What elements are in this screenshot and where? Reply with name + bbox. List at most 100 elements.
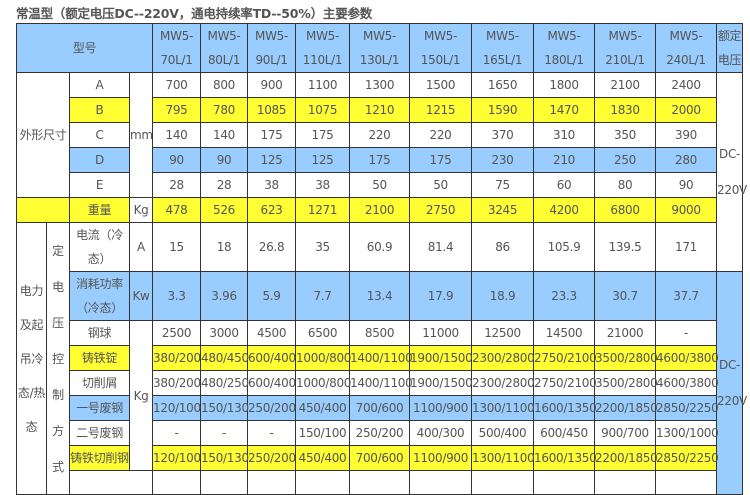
model-header: MW5-90L/1 xyxy=(247,23,297,73)
value-cell: 3000 xyxy=(200,320,249,346)
value-cell: 140 xyxy=(200,122,249,148)
value-cell: 38 xyxy=(295,172,351,198)
value-cell: 150/100 xyxy=(295,420,351,446)
value-cell: 1300/1000 xyxy=(655,420,719,446)
empty-cell xyxy=(349,470,411,495)
value-cell: - xyxy=(152,420,202,446)
empty-cell xyxy=(68,470,154,495)
value-cell: 75 xyxy=(471,172,535,198)
value-cell: - xyxy=(200,420,249,446)
value-cell: 2300/2800 xyxy=(471,345,535,371)
value-cell: 600/400 xyxy=(247,345,296,371)
value-cell: 8500 xyxy=(349,320,411,346)
value-cell: 30.7 xyxy=(594,271,657,321)
value-cell: 140 xyxy=(152,122,202,148)
value-cell: 250/200 xyxy=(247,445,296,471)
value-cell: 280 xyxy=(655,147,718,173)
value-cell: 139.5 xyxy=(594,222,657,272)
lift-capacity-row: 切削屑 380/200 480/250 600/400 1000/800 1400/110… xyxy=(17,370,743,396)
lift-material-label: 钢球 xyxy=(69,320,130,346)
lift-material-label: 铸铁切削钢 xyxy=(69,445,130,471)
dimension-unit: mm xyxy=(128,72,153,198)
value-cell: 3500/2800 xyxy=(594,370,658,396)
value-cell: 21000 xyxy=(594,320,657,346)
dimension-label: E xyxy=(69,172,130,198)
model-header: MW5-180L/1 xyxy=(533,23,596,73)
value-cell: 1600/1350 xyxy=(533,395,597,421)
value-cell: 2500 xyxy=(152,320,202,346)
value-cell: 2400 xyxy=(655,72,718,98)
value-cell: 60 xyxy=(533,172,596,198)
value-cell: 450/400 xyxy=(295,395,351,421)
dimension-row: C 140 140 175 175 220 220 370 310 350 390 xyxy=(17,122,743,148)
value-cell: 11000 xyxy=(409,320,473,346)
value-cell: 4600/3800 xyxy=(655,345,719,371)
value-cell: 86 xyxy=(471,222,535,272)
model-header: MW5-130L/1 xyxy=(349,23,411,73)
empty-cell xyxy=(295,470,351,495)
value-cell: 1400/1100 xyxy=(349,370,413,396)
value-cell: 480/250 xyxy=(200,370,249,396)
model-header: MW5-240L/1 xyxy=(655,23,718,73)
dimension-label: B xyxy=(69,97,130,123)
empty-cell xyxy=(152,470,202,495)
empty-cell xyxy=(409,470,473,495)
value-cell: 1830 xyxy=(594,97,657,123)
value-cell: 2100 xyxy=(594,72,657,98)
value-cell: 1500 xyxy=(409,72,473,98)
value-cell: 2300/2800 xyxy=(471,370,535,396)
value-cell: 28 xyxy=(152,172,202,198)
value-cell: 28 xyxy=(200,172,249,198)
model-header: MW5-210L/1 xyxy=(594,23,657,73)
value-cell: 175 xyxy=(295,122,351,148)
current-label: 电流（冷态） xyxy=(69,222,130,272)
value-cell: 1085 xyxy=(247,97,297,123)
empty-cell xyxy=(655,470,718,495)
dimension-label: C xyxy=(69,122,130,148)
value-cell: 105.9 xyxy=(533,222,596,272)
value-cell: 80 xyxy=(594,172,657,198)
value-cell: 1900/1500 xyxy=(409,345,473,371)
value-cell: 2750 xyxy=(409,197,473,223)
value-cell: 230 xyxy=(471,147,535,173)
value-cell: 14500 xyxy=(533,320,596,346)
value-cell: 600/450 xyxy=(533,420,596,446)
value-cell: 120/100 xyxy=(152,445,201,471)
value-cell: 125 xyxy=(247,147,297,173)
value-cell: 900 xyxy=(247,72,297,98)
value-cell: 3.96 xyxy=(200,271,249,321)
value-cell: 350 xyxy=(594,122,657,148)
value-cell: 450/400 xyxy=(295,445,351,471)
lift-material-label: 二号废钢 xyxy=(69,420,130,446)
value-cell: 175 xyxy=(349,147,411,173)
value-cell: 2100 xyxy=(349,197,411,223)
value-cell: 1900/1500 xyxy=(409,370,473,396)
value-cell: 526 xyxy=(200,197,249,223)
value-cell: 3245 xyxy=(471,197,535,223)
value-cell: 9000 xyxy=(655,197,718,223)
value-cell: 6500 xyxy=(295,320,351,346)
lift-material-label: 一号废钢 xyxy=(69,395,130,421)
value-cell: 250/200 xyxy=(349,420,411,446)
empty-cell xyxy=(533,470,596,495)
value-cell: 50 xyxy=(349,172,411,198)
value-cell: 18.9 xyxy=(471,271,535,321)
value-cell: 1210 xyxy=(349,97,411,123)
value-cell: 1400/1100 xyxy=(349,345,413,371)
weight-unit: Kg xyxy=(128,197,154,223)
value-cell: 600/400 xyxy=(247,370,296,396)
value-cell: 2200/1850 xyxy=(594,395,658,421)
value-cell: 7.7 xyxy=(295,271,351,321)
value-cell: 5.9 xyxy=(247,271,297,321)
value-cell: 1000/800 xyxy=(295,345,351,371)
voltage-value: DC-220V xyxy=(716,271,747,495)
model-header: MW5-150L/1 xyxy=(409,23,473,73)
value-cell: 175 xyxy=(409,147,473,173)
value-cell: 90 xyxy=(655,172,718,198)
value-cell: 1075 xyxy=(295,97,351,123)
value-cell: 23.3 xyxy=(533,271,596,321)
value-cell: 125 xyxy=(295,147,351,173)
value-cell: 500/400 xyxy=(471,420,535,446)
value-cell: - xyxy=(247,420,297,446)
